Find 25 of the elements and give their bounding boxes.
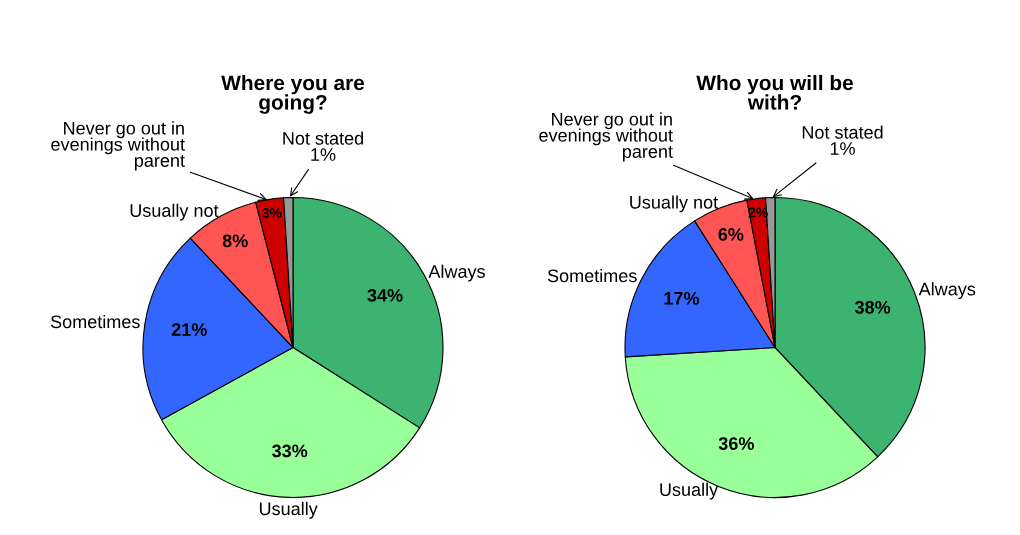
- slice-label: Sometimes: [50, 314, 140, 329]
- data-label: 33%: [272, 444, 308, 458]
- data-label: 3%: [262, 208, 282, 218]
- slice-label: Sometimes: [547, 268, 637, 283]
- slice-label: Always: [918, 282, 976, 300]
- slice-label: Usually: [259, 501, 318, 519]
- data-label: 34%: [367, 288, 403, 302]
- data-label: 38%: [854, 300, 891, 314]
- data-label: 21%: [171, 323, 207, 336]
- chart-title: Where you are going?: [221, 74, 365, 114]
- slice-label: Always: [428, 264, 485, 282]
- data-label: 36%: [718, 437, 754, 450]
- data-label: 1%: [830, 142, 855, 155]
- data-label: 17%: [664, 291, 700, 305]
- slice-label: Usually not: [630, 195, 718, 213]
- chart-title: Who you will be with?: [696, 74, 853, 110]
- data-label: 6%: [718, 227, 744, 241]
- data-label: 1%: [311, 148, 336, 161]
- slice-label: Never go out in evenings without parent: [51, 121, 185, 171]
- slice-label: Usually: [660, 482, 719, 500]
- slice-label: Usually not: [130, 203, 219, 221]
- data-label: 8%: [222, 234, 248, 248]
- slice-label: Not stated: [283, 131, 363, 145]
- slice-label: Never go out in evenings without parent: [539, 112, 673, 162]
- slice-label: Not stated: [802, 125, 883, 139]
